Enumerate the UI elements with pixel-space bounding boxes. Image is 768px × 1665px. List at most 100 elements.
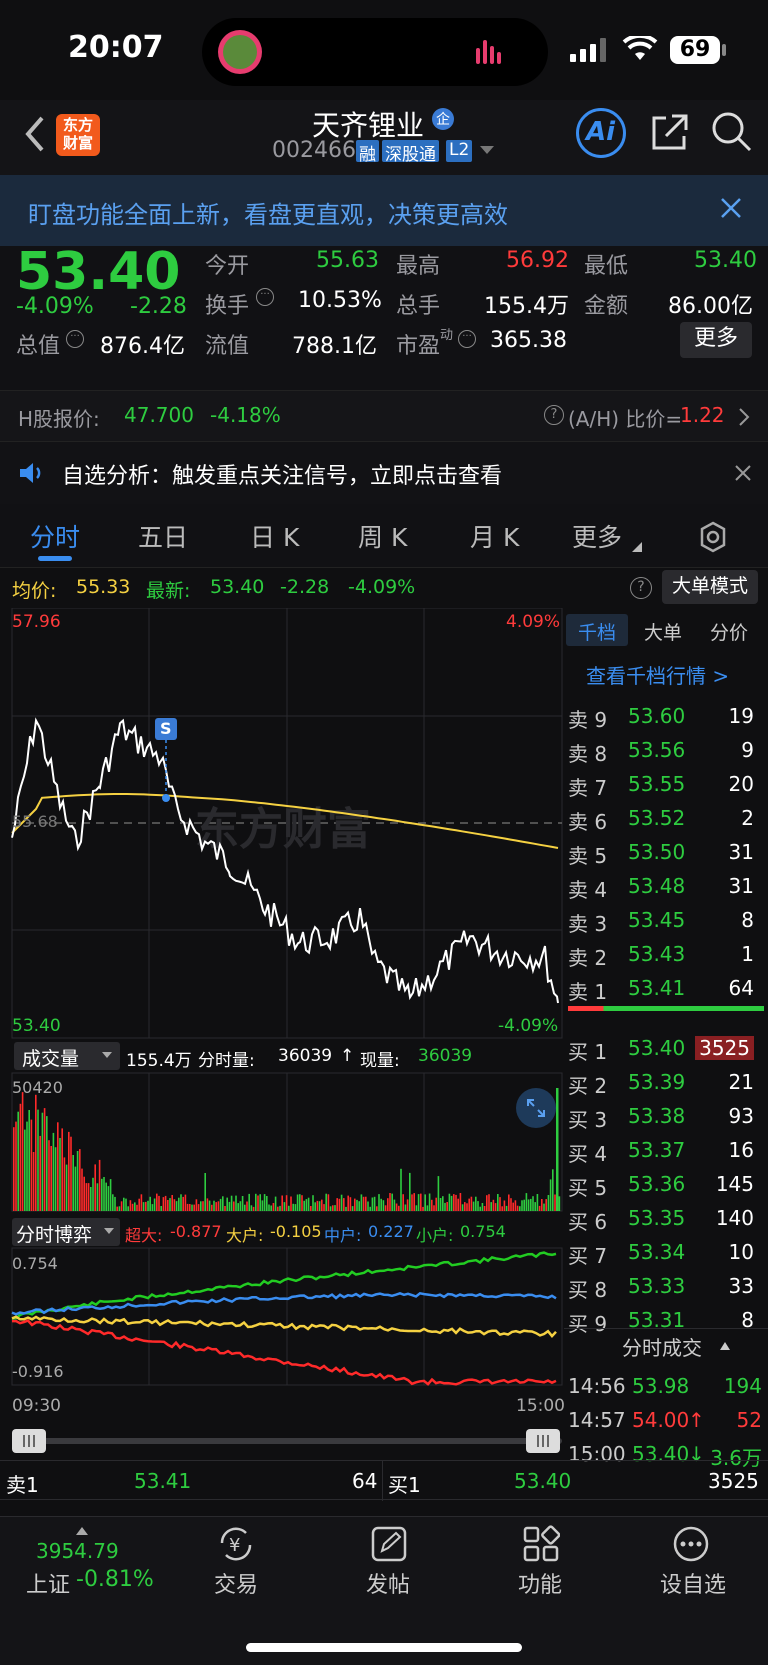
- bid-volume: 3525: [695, 1036, 754, 1060]
- nav-add-watchlist[interactable]: 设自选: [650, 1521, 734, 1601]
- chevron-up-icon: [720, 1342, 730, 1350]
- bid-row[interactable]: 买 2 53.39 21: [564, 1066, 768, 1100]
- search-icon[interactable]: [710, 110, 754, 154]
- close-icon[interactable]: [734, 464, 752, 482]
- bottom-pct-label: -4.09%: [498, 1016, 559, 1036]
- ask-volume: 2: [741, 806, 754, 830]
- game-selector[interactable]: 分时博弈: [12, 1218, 120, 1246]
- h-share-row[interactable]: H股报价: 47.700 -4.18% ? (A/H) 比价= 1.22: [0, 390, 768, 442]
- turnover-label: 换手: [205, 294, 250, 319]
- ah-ratio-label: (A/H) 比价=: [568, 407, 683, 431]
- ask-price: 53.43: [628, 942, 686, 966]
- bid-volume: 140: [715, 1206, 754, 1230]
- expand-button[interactable]: [516, 1088, 556, 1128]
- float-label: 流值: [205, 334, 250, 359]
- volume-selector[interactable]: 成交量: [14, 1042, 120, 1070]
- bid-row[interactable]: 买 4 53.37 16: [564, 1134, 768, 1168]
- back-icon[interactable]: [22, 114, 48, 154]
- trade-row: 14:57 54.00 ↑ 52: [564, 1404, 768, 1438]
- bid-label: 买 6: [568, 1210, 608, 1234]
- bid-label: 买 8: [568, 1278, 608, 1302]
- info-dots-icon[interactable]: ···: [256, 288, 274, 306]
- tab-daily-k[interactable]: 日 K: [250, 523, 300, 552]
- ask-row[interactable]: 卖 3 53.45 8: [564, 904, 768, 938]
- ask-label: 卖 9: [568, 708, 608, 732]
- help-icon[interactable]: ?: [544, 405, 564, 425]
- home-indicator[interactable]: [246, 1643, 522, 1652]
- chevron-down-icon[interactable]: [480, 146, 494, 156]
- big-order-mode-button[interactable]: 大单模式: [662, 570, 758, 604]
- ask-row[interactable]: 卖 6 53.52 2: [564, 802, 768, 836]
- audio-bars-icon: [476, 40, 501, 64]
- bid-ask-ratio-bar: [568, 1006, 764, 1011]
- ask-price: 53.50: [628, 840, 686, 864]
- tab-intraday[interactable]: 分时: [30, 523, 81, 552]
- book-tab-big-order[interactable]: 大单: [644, 622, 683, 644]
- trade-price: 53.98: [632, 1374, 690, 1398]
- chevron-up-icon: [76, 1527, 88, 1535]
- range-handle-left[interactable]: [12, 1429, 46, 1453]
- tab-more[interactable]: 更多: [572, 523, 623, 552]
- sell-signal-marker[interactable]: [155, 718, 177, 740]
- grid-icon: [523, 1525, 560, 1562]
- ask-row[interactable]: 卖 8 53.56 9: [564, 734, 768, 768]
- ask-row[interactable]: 卖 7 53.55 20: [564, 768, 768, 802]
- bid-row[interactable]: 买 5 53.36 145: [564, 1168, 768, 1202]
- range-handle-right[interactable]: [526, 1429, 560, 1453]
- bid-row[interactable]: 买 1 53.40 3525: [564, 1032, 768, 1066]
- bid-row[interactable]: 买 9 53.31 8: [564, 1304, 768, 1338]
- super-large-line: [11, 1319, 557, 1386]
- feature-banner[interactable]: 盯盘功能全面上新，看盘更直观，决策更高效: [0, 175, 768, 246]
- ask-row[interactable]: 卖 5 53.50 31: [564, 836, 768, 870]
- more-button[interactable]: 更多: [680, 322, 752, 358]
- gear-icon[interactable]: [696, 520, 730, 554]
- ask-label: 卖 6: [568, 810, 608, 834]
- bid-row[interactable]: 买 3 53.38 93: [564, 1100, 768, 1134]
- bid-row[interactable]: 买 8 53.33 33: [564, 1270, 768, 1304]
- bid-volume: 16: [728, 1138, 754, 1162]
- nav-trade[interactable]: ¥ 交易: [200, 1521, 272, 1601]
- ask-row[interactable]: 卖 2 53.43 1: [564, 938, 768, 972]
- ask-volume: 31: [728, 874, 754, 898]
- quote-panel: 53.40 -4.09% -2.28 总值 ··· 876.4亿 今开 55.6…: [0, 242, 768, 390]
- ask-label: 卖 1: [568, 980, 608, 1004]
- minute-volume-value: 36039: [278, 1046, 333, 1066]
- depth-link[interactable]: 查看千档行情 >: [586, 664, 730, 688]
- nav-add-watchlist-label: 设自选: [660, 1573, 727, 1598]
- bid-volume: 8: [741, 1308, 754, 1332]
- bid-row[interactable]: 买 7 53.34 10: [564, 1236, 768, 1270]
- ai-button[interactable]: Ai: [576, 108, 626, 158]
- chevron-right-icon[interactable]: [738, 407, 750, 427]
- ask-row[interactable]: 卖 4 53.48 31: [564, 870, 768, 904]
- info-dots-icon[interactable]: ···: [66, 330, 84, 348]
- ask-row[interactable]: 卖 1 53.41 64: [564, 972, 768, 1006]
- book-tab-depth[interactable]: 千档: [578, 622, 617, 644]
- share-icon[interactable]: [650, 112, 690, 152]
- info-dots-icon[interactable]: ···: [458, 330, 476, 348]
- total-value: 876.4亿: [100, 334, 185, 359]
- ask-price: 53.60: [628, 704, 686, 728]
- small-investor-line: [11, 1251, 557, 1320]
- tab-five-day[interactable]: 五日: [138, 523, 189, 552]
- notice-bar[interactable]: 自选分析：触发重点关注信号，立即点击查看: [0, 442, 768, 504]
- low-value: 53.40: [694, 248, 757, 273]
- bid-row[interactable]: 买 6 53.35 140: [564, 1202, 768, 1236]
- battery-level: 69: [679, 37, 711, 62]
- close-icon[interactable]: [720, 197, 742, 219]
- game-top-label: 0.754: [12, 1254, 58, 1273]
- app-logo[interactable]: 东方 财富: [56, 114, 100, 156]
- nav-functions[interactable]: 功能: [504, 1521, 576, 1601]
- ask-label: 卖 4: [568, 878, 608, 902]
- nav-post[interactable]: 发帖: [352, 1521, 424, 1601]
- tab-monthly-k[interactable]: 月 K: [470, 523, 520, 552]
- price-line: [11, 717, 559, 1004]
- intraday-chart-area[interactable]: 东方财富 S 57.96 4.09% 55.68 53.40 -4.09% 成交…: [0, 608, 565, 1453]
- help-icon[interactable]: ?: [630, 577, 652, 599]
- tab-weekly-k[interactable]: 周 K: [358, 523, 408, 552]
- book-tab-price[interactable]: 分价: [710, 622, 749, 644]
- ask-row[interactable]: 卖 9 53.60 19: [564, 700, 768, 734]
- index-ticker[interactable]: 3954.79 上证 -0.81%: [18, 1525, 154, 1605]
- index-name: 上证: [26, 1573, 71, 1598]
- trades-title[interactable]: 分时成交: [622, 1336, 702, 1360]
- notice-text: 自选分析：触发重点关注信号，立即点击查看: [62, 464, 503, 489]
